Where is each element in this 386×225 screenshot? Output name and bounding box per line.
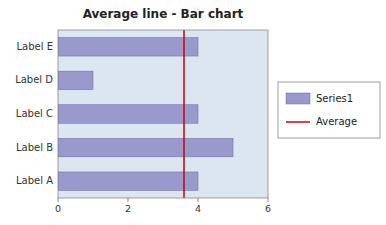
bar: [58, 172, 198, 190]
x-tick-label: 6: [265, 203, 271, 214]
plot-marks: [58, 30, 233, 198]
y-tick-label: Label A: [16, 175, 53, 186]
bar: [58, 71, 93, 89]
y-tick-label: Label D: [15, 74, 53, 85]
x-tick-label: 0: [55, 203, 61, 214]
average-line: [183, 30, 185, 198]
legend-swatch: [286, 121, 310, 123]
legend-label: Average: [316, 116, 357, 127]
bar: [58, 38, 198, 56]
chart: Average line - Bar chart 0 2 4 6 Label A Label…: [0, 0, 386, 225]
x-tick: [198, 198, 199, 202]
x-tick-label: 4: [195, 203, 201, 214]
legend-label: Series1: [316, 93, 353, 104]
legend: Series1 Average: [278, 82, 380, 138]
y-tick-label: Label C: [16, 108, 53, 119]
x-tick: [128, 198, 129, 202]
plot-frame: [58, 30, 268, 198]
x-tick: [268, 198, 269, 202]
y-tick-label: Label E: [17, 41, 53, 52]
x-tick-label: 2: [125, 203, 131, 214]
y-tick-label: Label B: [16, 142, 53, 153]
bar: [58, 105, 198, 123]
legend-box: [278, 82, 380, 138]
bar: [58, 138, 233, 156]
legend-swatch: [286, 93, 310, 104]
title: Average line - Bar chart: [83, 7, 244, 21]
x-tick: [58, 198, 59, 202]
plot-background: [58, 30, 268, 198]
